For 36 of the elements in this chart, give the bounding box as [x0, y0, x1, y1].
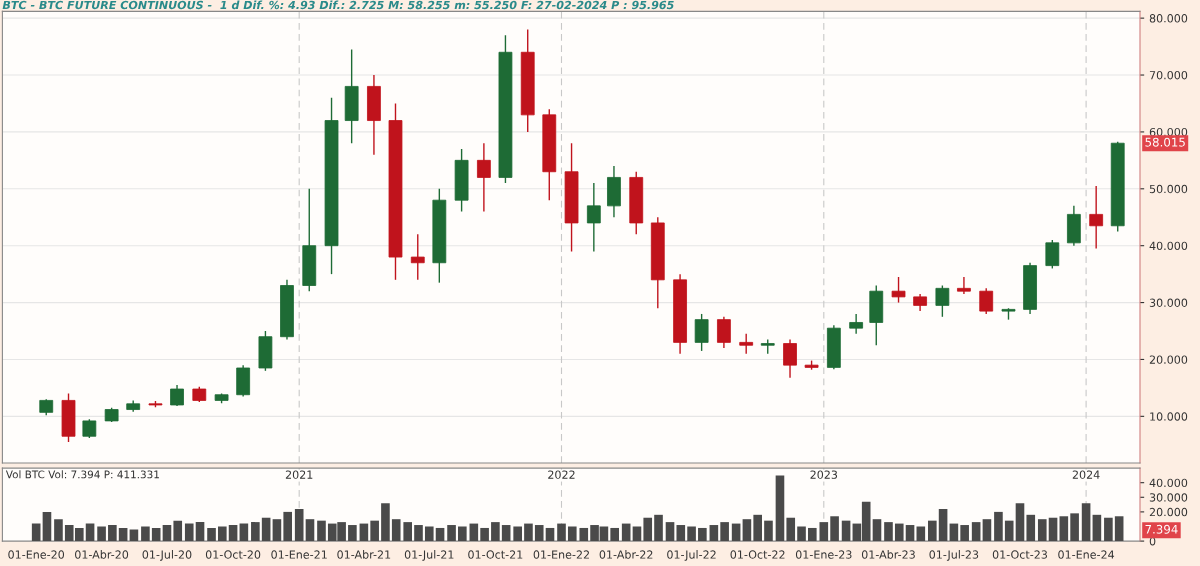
- y-tick-label: 10.000: [1150, 412, 1188, 421]
- y-tick-label: 80.000: [1149, 14, 1188, 23]
- x-tick-label: 01-Abr-21: [337, 550, 391, 559]
- annotation: 7.394: [1145, 524, 1178, 534]
- chart-title: BTC - BTC FUTURE CONTINUOUS - 1 d Dif. %: 4.93 Dif.: 2.725 M: 58.255 m: 55.250 F: 27-02-2024 P : 95.965: [2, 0, 674, 10]
- x-tick-label: 01-Abr-22: [599, 550, 653, 559]
- y-tick-label: 40.000: [1149, 478, 1188, 488]
- y-tick-label: 70.000: [1149, 71, 1188, 80]
- annotation: 58.015: [1145, 137, 1185, 147]
- ref-line-label: 2022: [548, 470, 575, 479]
- x-tick-label: 01-Abr-23: [861, 550, 915, 559]
- y-tick-label: 20.000: [1149, 507, 1188, 517]
- x-tick-label: 01-Ene-20: [8, 550, 65, 559]
- y-tick-label: 30.000: [1149, 493, 1188, 502]
- x-tick-label: 01-Jul-22: [667, 550, 716, 561]
- x-tick-label: 01-Jul-20: [142, 550, 192, 561]
- y-tick-label: 60.000: [1149, 127, 1188, 137]
- ref-line-label: 2024: [1072, 470, 1100, 479]
- x-tick-label: 01-Oct-20: [205, 550, 261, 559]
- x-tick-label: 01-Ene-22: [533, 550, 589, 559]
- ref-line-label: 2021: [285, 470, 313, 479]
- x-tick-label: 01-Jul-23: [929, 550, 979, 561]
- x-tick-label: 01-Abr-20: [75, 550, 129, 559]
- x-tick-label: 01-Oct-21: [468, 550, 523, 559]
- x-tick-label: 01-Oct-23: [992, 550, 1047, 559]
- y-tick-label: 50.000: [1149, 184, 1188, 194]
- y-tick-label: 20.000: [1149, 355, 1188, 364]
- ref-line-label: 2023: [810, 470, 838, 479]
- x-tick-label: 01-Oct-22: [730, 550, 785, 559]
- x-tick-label: 01-Ene-24: [1058, 550, 1115, 559]
- x-tick-label: 01-Ene-21: [271, 550, 327, 559]
- y-tick-label: 40.000: [1149, 241, 1188, 251]
- chart-title: Vol BTC Vol: 7.394 P: 411.331: [5, 470, 159, 479]
- x-tick-label: 01-Ene-23: [795, 550, 852, 559]
- x-tick-label: 01-Jul-21: [404, 550, 454, 561]
- y-tick-label: 30.000: [1149, 298, 1188, 307]
